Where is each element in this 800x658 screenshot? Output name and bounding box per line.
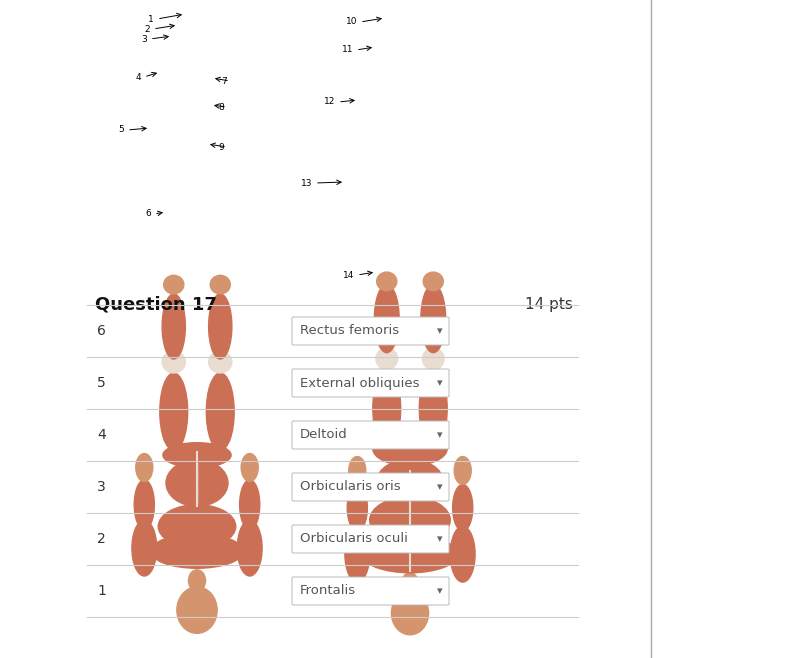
Text: 2: 2: [97, 532, 106, 546]
Text: 12: 12: [324, 97, 335, 107]
Ellipse shape: [160, 373, 188, 451]
Ellipse shape: [189, 570, 206, 592]
Text: Deltoid: Deltoid: [300, 428, 348, 442]
Ellipse shape: [423, 272, 443, 291]
Ellipse shape: [421, 284, 446, 353]
Text: ▾: ▾: [437, 326, 443, 336]
Ellipse shape: [402, 573, 418, 594]
Ellipse shape: [241, 453, 258, 482]
Text: 4: 4: [135, 72, 141, 82]
Ellipse shape: [163, 443, 231, 467]
Ellipse shape: [162, 351, 186, 373]
Text: Orbicularis oculi: Orbicularis oculi: [300, 532, 408, 545]
Ellipse shape: [177, 587, 217, 634]
Text: 8: 8: [218, 103, 224, 111]
Text: 11: 11: [342, 45, 353, 55]
Ellipse shape: [377, 272, 397, 291]
Text: 14: 14: [342, 270, 354, 280]
FancyBboxPatch shape: [292, 473, 449, 501]
Ellipse shape: [370, 497, 450, 544]
Text: ▾: ▾: [437, 430, 443, 440]
Text: 5: 5: [118, 126, 124, 134]
Ellipse shape: [134, 480, 154, 530]
Ellipse shape: [362, 536, 458, 573]
Ellipse shape: [454, 457, 471, 484]
FancyBboxPatch shape: [292, 317, 449, 345]
Text: External obliquies: External obliquies: [300, 376, 419, 390]
Ellipse shape: [373, 370, 401, 447]
Text: ▾: ▾: [437, 586, 443, 596]
Ellipse shape: [450, 526, 475, 582]
Text: 5: 5: [97, 376, 106, 390]
Text: 6: 6: [146, 209, 151, 218]
Text: 1: 1: [148, 14, 154, 24]
Text: ▾: ▾: [437, 378, 443, 388]
Ellipse shape: [453, 484, 473, 531]
Ellipse shape: [347, 484, 367, 531]
Ellipse shape: [345, 526, 370, 582]
Ellipse shape: [162, 294, 186, 359]
Ellipse shape: [376, 348, 398, 370]
Ellipse shape: [209, 351, 232, 373]
Ellipse shape: [164, 275, 184, 294]
Text: ▾: ▾: [437, 482, 443, 492]
Text: ▾: ▾: [437, 534, 443, 544]
Ellipse shape: [391, 592, 429, 635]
Text: 4: 4: [97, 428, 106, 442]
Ellipse shape: [238, 520, 262, 576]
FancyBboxPatch shape: [292, 525, 449, 553]
Ellipse shape: [206, 373, 234, 451]
Text: 7: 7: [222, 76, 227, 86]
Text: Rectus femoris: Rectus femoris: [300, 324, 399, 338]
Text: 13: 13: [301, 178, 312, 188]
FancyBboxPatch shape: [292, 577, 449, 605]
Ellipse shape: [374, 284, 399, 353]
Ellipse shape: [136, 453, 153, 482]
Ellipse shape: [166, 460, 228, 506]
Ellipse shape: [373, 432, 447, 466]
Text: 9: 9: [218, 143, 224, 151]
Ellipse shape: [422, 348, 444, 370]
Ellipse shape: [132, 520, 157, 576]
Ellipse shape: [210, 275, 230, 294]
FancyBboxPatch shape: [292, 369, 449, 397]
FancyBboxPatch shape: [292, 421, 449, 449]
Ellipse shape: [150, 534, 243, 569]
Text: 3: 3: [142, 34, 147, 43]
Ellipse shape: [378, 460, 442, 500]
Text: Frontalis: Frontalis: [300, 584, 356, 597]
Ellipse shape: [349, 457, 366, 484]
Text: 2: 2: [144, 24, 150, 34]
Text: Orbicularis oris: Orbicularis oris: [300, 480, 401, 494]
Ellipse shape: [419, 370, 447, 447]
Text: 6: 6: [97, 324, 106, 338]
Ellipse shape: [158, 505, 236, 548]
Text: Question 17: Question 17: [95, 295, 217, 313]
Text: 1: 1: [97, 584, 106, 598]
Ellipse shape: [209, 294, 232, 359]
Text: 14 pts: 14 pts: [525, 297, 573, 311]
Text: 10: 10: [346, 18, 357, 26]
Text: 3: 3: [97, 480, 106, 494]
Ellipse shape: [240, 480, 260, 530]
